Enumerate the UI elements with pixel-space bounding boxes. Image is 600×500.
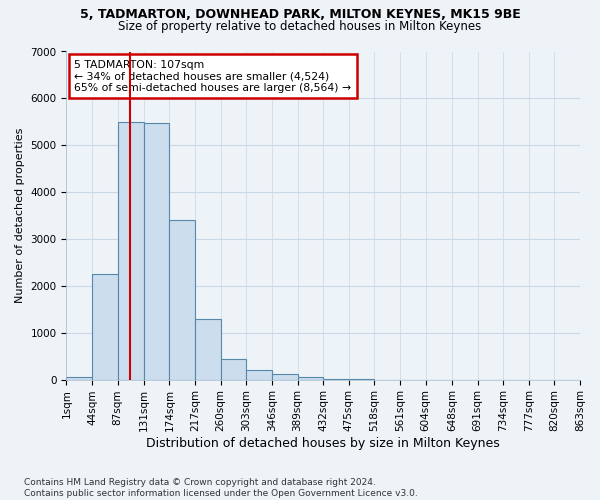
- Bar: [169, 220, 195, 380]
- Bar: [221, 358, 247, 380]
- Text: Contains HM Land Registry data © Crown copyright and database right 2024.
Contai: Contains HM Land Registry data © Crown c…: [24, 478, 418, 498]
- Text: 5 TADMARTON: 107sqm
← 34% of detached houses are smaller (4,524)
65% of semi-det: 5 TADMARTON: 107sqm ← 34% of detached ho…: [74, 60, 351, 93]
- X-axis label: Distribution of detached houses by size in Milton Keynes: Distribution of detached houses by size …: [146, 437, 500, 450]
- Bar: [272, 374, 298, 380]
- Y-axis label: Number of detached properties: Number of detached properties: [15, 128, 25, 303]
- Bar: [92, 274, 118, 380]
- Bar: [195, 318, 221, 380]
- Bar: [247, 370, 272, 380]
- Bar: [298, 378, 323, 380]
- Bar: [118, 122, 144, 380]
- Text: 5, TADMARTON, DOWNHEAD PARK, MILTON KEYNES, MK15 9BE: 5, TADMARTON, DOWNHEAD PARK, MILTON KEYN…: [80, 8, 520, 20]
- Text: Size of property relative to detached houses in Milton Keynes: Size of property relative to detached ho…: [118, 20, 482, 33]
- Bar: [67, 377, 92, 380]
- Bar: [144, 122, 169, 380]
